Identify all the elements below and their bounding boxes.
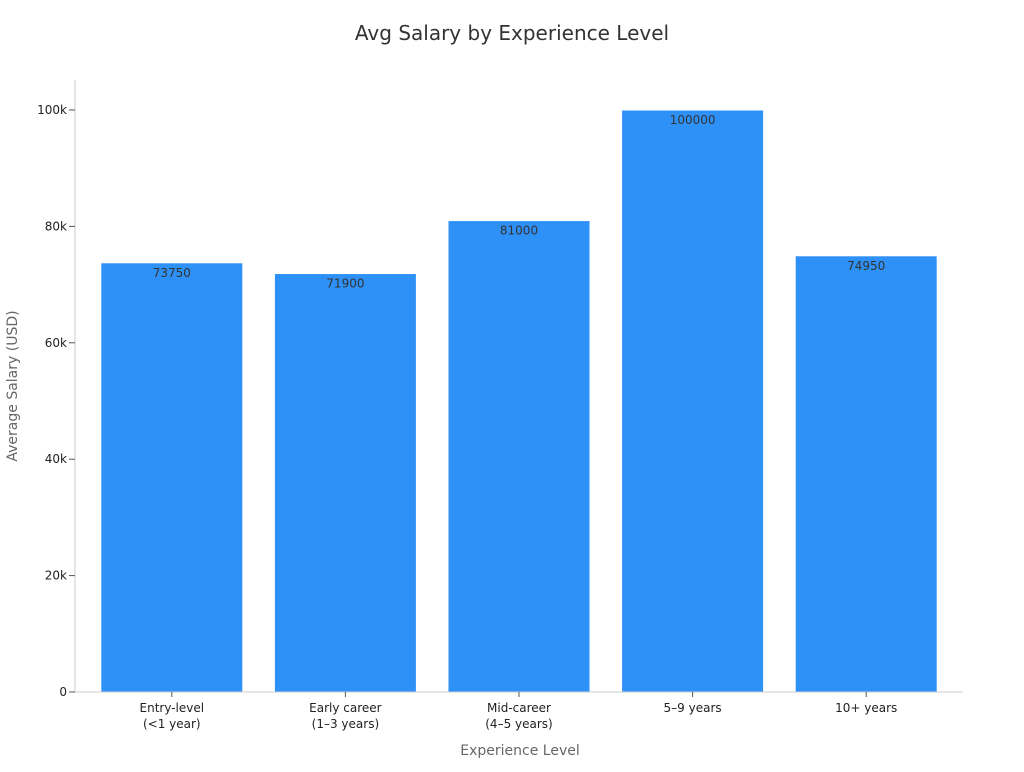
y-tick-label: 80k — [45, 219, 67, 233]
y-axis-title: Average Salary (USD) — [5, 310, 21, 461]
x-tick-label: (1–3 years) — [312, 717, 379, 731]
bar-value-label: 81000 — [500, 224, 538, 238]
bars — [100, 109, 938, 693]
y-tick-label: 40k — [45, 452, 67, 466]
x-tick-label: 5–9 years — [664, 701, 722, 715]
bar-value-label: 73750 — [153, 266, 191, 280]
x-tick-label: Mid-career — [487, 701, 551, 715]
data-labels: 73750 71900 81000 100000 74950 — [153, 113, 886, 291]
x-tick-label: 10+ years — [835, 701, 897, 715]
x-axis-title: Experience Level — [460, 743, 579, 759]
x-tick-label: (<1 year) — [143, 717, 201, 731]
bar-value-label: 71900 — [326, 277, 364, 291]
bar-value-label: 100000 — [670, 113, 716, 127]
x-tick-label: (4–5 years) — [485, 717, 552, 731]
x-tick-label: Early career — [309, 701, 382, 715]
x-tick-label: Entry-level — [140, 701, 205, 715]
bar[interactable] — [447, 220, 591, 693]
y-tick-label: 20k — [45, 569, 67, 583]
bar[interactable] — [621, 109, 765, 693]
y-tick-label: 0 — [59, 685, 67, 699]
bar-value-label: 74950 — [847, 259, 885, 273]
y-tick-label: 60k — [45, 336, 67, 350]
bar[interactable] — [794, 255, 938, 693]
bar[interactable] — [100, 262, 244, 693]
y-tick-label: 100k — [37, 103, 67, 117]
bar[interactable] — [273, 273, 417, 693]
chart-title: Avg Salary by Experience Level — [355, 21, 669, 45]
axes: 0 20k 40k 60k 80k 100k Entry-level (<1 year) Ear… — [37, 80, 963, 731]
